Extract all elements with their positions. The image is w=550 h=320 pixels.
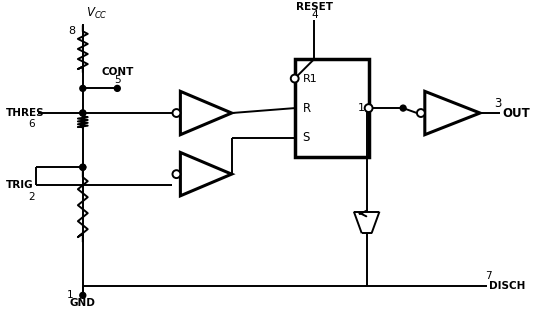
Circle shape	[365, 104, 372, 112]
Text: 3: 3	[494, 97, 501, 110]
Circle shape	[114, 85, 120, 91]
Circle shape	[173, 109, 180, 117]
Text: 2: 2	[28, 192, 35, 202]
Circle shape	[80, 110, 86, 116]
Text: R: R	[302, 101, 311, 115]
Circle shape	[400, 105, 406, 111]
Circle shape	[417, 109, 425, 117]
Text: R1: R1	[302, 74, 317, 84]
Text: 1: 1	[67, 290, 73, 300]
Text: S: S	[302, 131, 310, 144]
Text: 8: 8	[68, 26, 75, 36]
Bar	[295, 59, 368, 157]
Circle shape	[80, 292, 86, 298]
Text: GND: GND	[70, 298, 96, 308]
Text: OUT: OUT	[503, 107, 530, 120]
Circle shape	[80, 110, 86, 116]
Text: 6: 6	[28, 119, 35, 129]
Circle shape	[173, 170, 180, 178]
Text: 5: 5	[114, 76, 120, 85]
Text: $V_{CC}$: $V_{CC}$	[86, 6, 107, 21]
Polygon shape	[425, 91, 480, 135]
Text: DISCH: DISCH	[489, 281, 525, 291]
Circle shape	[80, 164, 86, 170]
Polygon shape	[180, 152, 232, 196]
Text: CONT: CONT	[101, 67, 134, 76]
Text: 1: 1	[358, 103, 365, 113]
Text: 7: 7	[485, 271, 492, 281]
Polygon shape	[180, 91, 232, 135]
Text: TRIG: TRIG	[6, 180, 34, 190]
Text: RESET: RESET	[296, 2, 333, 12]
Text: THRES: THRES	[6, 108, 45, 118]
Text: 4: 4	[311, 10, 318, 20]
Circle shape	[80, 85, 86, 91]
Circle shape	[80, 164, 86, 170]
Circle shape	[291, 75, 299, 83]
